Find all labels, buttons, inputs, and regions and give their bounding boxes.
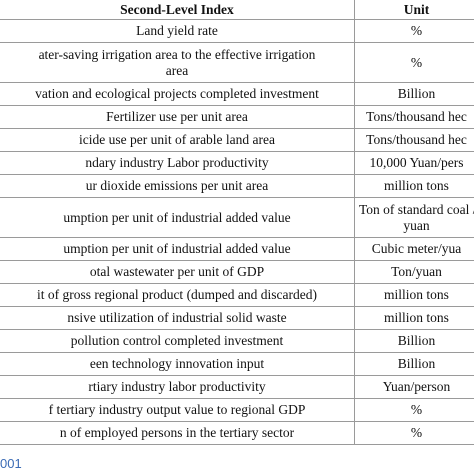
cell-text: % [410, 425, 423, 440]
index-cell: umption per unit of industrial added val… [0, 198, 355, 237]
index-cell: ur dioxide emissions per unit area [0, 175, 355, 197]
table-row: f tertiary industry output value to regi… [0, 399, 474, 422]
unit-cell: % [355, 422, 474, 444]
cell-text: it of gross regional product (dumped and… [36, 287, 318, 302]
table-row: umption per unit of industrial added val… [0, 198, 474, 238]
cell-text: Ton/yuan [391, 264, 442, 279]
index-cell: it of gross regional product (dumped and… [0, 284, 355, 306]
unit-cell: 10,000 Yuan/pers [355, 152, 474, 174]
cell-text: million tons [384, 287, 449, 302]
cell-text: ndary industry Labor productivity [85, 155, 269, 170]
table-row: umption per unit of industrial added val… [0, 238, 474, 261]
index-cell: ater-saving irrigation area to the effec… [0, 43, 355, 82]
index-cell: een technology innovation input [0, 353, 355, 375]
cell-text: yuan [403, 217, 430, 233]
table-row: otal wastewater per unit of GDP Ton/yuan [0, 261, 474, 284]
index-cell: Fertilizer use per unit area [0, 106, 355, 128]
cell-text: rtiary industry labor productivity [88, 379, 266, 394]
cell-text: een technology innovation input [89, 356, 265, 371]
cell-text: Fertilizer use per unit area [106, 109, 248, 124]
header-cell: Second-Level Index [0, 0, 355, 19]
unit-cell: million tons [355, 307, 474, 329]
unit-cell: Tons/thousand hec [355, 129, 474, 151]
cell-text: Tons/thousand hec [366, 132, 467, 147]
unit-cell: % [355, 20, 474, 42]
cell-text: Billion [397, 333, 436, 348]
unit-cell: million tons [355, 175, 474, 197]
table-row: n of employed persons in the tertiary se… [0, 422, 474, 445]
index-cell: nsive utilization of industrial solid wa… [0, 307, 355, 329]
cell-text: n of employed persons in the tertiary se… [59, 425, 295, 440]
cell-text: pollution control completed investment [70, 333, 284, 348]
unit-cell: Ton of standard coal / yuan [355, 198, 474, 237]
unit-cell: Ton/yuan [355, 261, 474, 283]
index-cell: vation and ecological projects completed… [0, 83, 355, 105]
index-cell: Land yield rate [0, 20, 355, 42]
table-row: it of gross regional product (dumped and… [0, 284, 474, 307]
index-cell: pollution control completed investment [0, 330, 355, 352]
cell-text: icide use per unit of arable land area [78, 132, 276, 147]
table-row: pollution control completed investment Bi… [0, 330, 474, 353]
cell-text: umption per unit of industrial added val… [63, 241, 291, 256]
unit-cell: Billion [355, 83, 474, 105]
cell-text: ater-saving irrigation area to the effec… [38, 46, 316, 62]
cell-text: % [410, 23, 423, 38]
cell-text: area [165, 62, 189, 78]
table-row: icide use per unit of arable land area To… [0, 129, 474, 152]
index-cell: icide use per unit of arable land area [0, 129, 355, 151]
cell-text: otal wastewater per unit of GDP [89, 264, 265, 279]
unit-cell: Yuan/person [355, 376, 474, 398]
index-cell: rtiary industry labor productivity [0, 376, 355, 398]
cell-text: % [410, 54, 423, 70]
unit-cell: % [355, 43, 474, 82]
cell-text: vation and ecological projects completed… [35, 86, 319, 101]
table-row: vation and ecological projects completed… [0, 83, 474, 106]
unit-cell: Tons/thousand hec [355, 106, 474, 128]
table-row: ater-saving irrigation area to the effec… [0, 43, 474, 83]
cell-text: Tons/thousand hec [366, 109, 467, 124]
cell-text: Billion [397, 86, 436, 101]
unit-cell: Billion [355, 330, 474, 352]
table-row: Fertilizer use per unit area Tons/thousan… [0, 106, 474, 129]
unit-cell: Cubic meter/yua [355, 238, 474, 260]
cell-text: nsive utilization of industrial solid wa… [67, 310, 287, 325]
cell-text: Billion [397, 356, 436, 371]
cell-text: million tons [384, 310, 449, 325]
doi-fragment: 001 [0, 456, 22, 471]
index-cell: n of employed persons in the tertiary se… [0, 422, 355, 444]
index-cell: ndary industry Labor productivity [0, 152, 355, 174]
table-row: ndary industry Labor productivity 10,000 … [0, 152, 474, 175]
cell-text: Land yield rate [136, 23, 218, 38]
cell-text: ur dioxide emissions per unit area [85, 178, 269, 193]
unit-cell: % [355, 399, 474, 421]
index-cell: umption per unit of industrial added val… [0, 238, 355, 260]
table-row: ur dioxide emissions per unit area millio… [0, 175, 474, 198]
cell-text: % [410, 402, 423, 417]
index-cell: f tertiary industry output value to regi… [0, 399, 355, 421]
unit-cell: Billion [355, 353, 474, 375]
cell-text: Cubic meter/yua [371, 241, 462, 256]
table-row: rtiary industry labor productivity Yuan/p… [0, 376, 474, 399]
cell-text: Yuan/person [382, 379, 451, 394]
cell-text: umption per unit of industrial added val… [63, 209, 291, 225]
header-text: Unit [403, 1, 430, 17]
table-row: een technology innovation input Billion [0, 353, 474, 376]
index-cell: otal wastewater per unit of GDP [0, 261, 355, 283]
cell-text: million tons [384, 178, 449, 193]
cell-text: f tertiary industry output value to regi… [48, 402, 306, 417]
unit-cell: million tons [355, 284, 474, 306]
table-row: Land yield rate% [0, 20, 474, 43]
table-row: nsive utilization of industrial solid wa… [0, 307, 474, 330]
header-row: Second-Level Index Unit [0, 0, 474, 20]
header-text: Second-Level Index [120, 1, 234, 17]
cell-text: 10,000 Yuan/pers [369, 155, 464, 170]
header-cell: Unit [355, 0, 474, 19]
cell-text: Ton of standard coal / [359, 201, 474, 217]
